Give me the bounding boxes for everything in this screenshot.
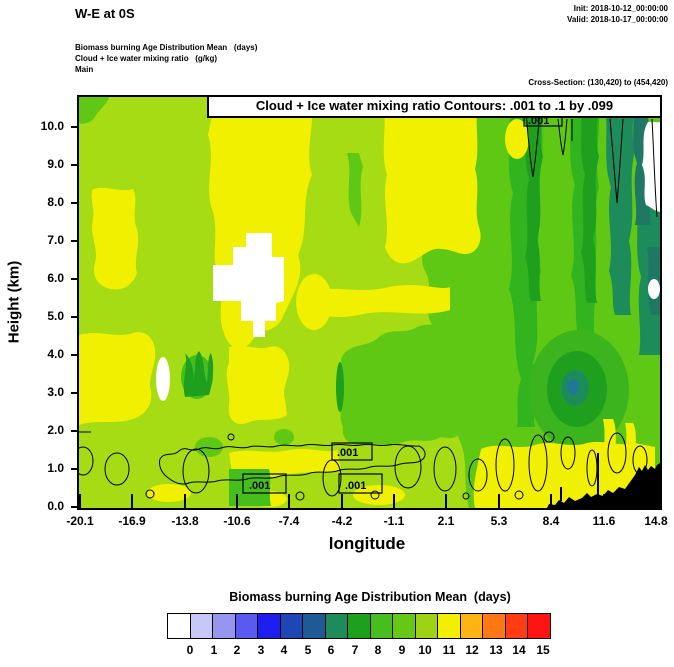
x-tick-label: 11.6 xyxy=(592,514,616,528)
y-tick-label: 2.0 xyxy=(47,423,64,437)
y-tick-label: 3.0 xyxy=(47,385,64,399)
y-tick-label: 8.0 xyxy=(47,195,64,209)
y-tick-label: 6.0 xyxy=(47,271,64,285)
colorbar-cell xyxy=(302,613,326,639)
y-tick-label: 4.0 xyxy=(47,347,64,361)
colorbar-cell xyxy=(234,613,258,639)
colorbar-tick-label: 2 xyxy=(233,643,241,657)
y-tick-mark xyxy=(71,354,79,356)
y-tick-label: 0.0 xyxy=(47,499,64,513)
colorbar-tick-label: 12 xyxy=(465,643,479,657)
contour-title-box: Cloud + Ice water mixing ratio Contours:… xyxy=(207,95,662,118)
colorbar-cell xyxy=(437,613,461,639)
valid-time: Valid: 2018-10-17_00:00:00 xyxy=(567,15,668,24)
colorbar-cell xyxy=(347,613,371,639)
x-axis-label: longitude xyxy=(328,534,406,553)
page-title: W-E at 0S xyxy=(75,6,135,21)
y-tick-label: 1.0 xyxy=(47,461,64,475)
y-tick-mark xyxy=(71,506,79,508)
x-tick-label: -16.9 xyxy=(118,514,146,528)
colorbar-cell xyxy=(212,613,236,639)
colorbar-tick-label: 3 xyxy=(257,643,265,657)
y-tick-label: 5.0 xyxy=(47,309,64,323)
colorbar-tick-label: 11 xyxy=(442,643,456,657)
field-line-3: Main xyxy=(75,65,94,74)
colorbar-cell xyxy=(167,613,191,639)
y-tick-mark xyxy=(71,392,79,394)
x-tick-label: -1.1 xyxy=(383,514,405,528)
y-tick-label: 7.0 xyxy=(47,233,64,247)
y-tick-mark xyxy=(71,468,79,470)
contour-label-boxes: .001 .001 .001 .001 xyxy=(242,109,563,494)
init-time: Init: 2018-10-12_00:00:00 xyxy=(573,4,668,13)
filled-contour-field xyxy=(79,97,660,508)
y-tick-mark xyxy=(71,202,79,204)
field-line-1: Biomass burning Age Distribution Mean (d… xyxy=(75,43,258,52)
x-tick-label: -4.2 xyxy=(331,514,353,528)
colorbar-tick-label: 13 xyxy=(489,643,503,657)
contour-lines xyxy=(79,110,658,501)
x-tick-label: -10.6 xyxy=(223,514,251,528)
contour-label-a: .001 xyxy=(528,115,549,127)
colorbar-title: Biomass burning Age Distribution Mean (d… xyxy=(229,590,511,604)
y-tick-mark xyxy=(71,316,79,318)
y-tick-label: 10.0 xyxy=(40,119,64,133)
colorbar-tick-label: 15 xyxy=(536,643,550,657)
x-tick-label: -7.4 xyxy=(278,514,300,528)
contour-label-d: .001 xyxy=(345,480,366,492)
cross-section-plot: .001 .001 .001 .001 xyxy=(79,97,660,508)
colorbar-tick-label: 4 xyxy=(280,643,288,657)
colorbar-cell xyxy=(459,613,483,639)
contour-label-c: .001 xyxy=(249,480,270,492)
contour-label-b: .001 xyxy=(337,447,358,459)
colorbar-cell xyxy=(504,613,528,639)
y-tick-mark xyxy=(71,240,79,242)
colorbar-cell xyxy=(392,613,416,639)
y-tick-mark xyxy=(71,126,79,128)
colorbar-cell xyxy=(279,613,303,639)
colorbar-tick-label: 0 xyxy=(186,643,194,657)
y-tick-label: 9.0 xyxy=(47,157,64,171)
cross-section-info: Cross-Section: (130,420) to (454,420) xyxy=(528,78,668,87)
x-tick-label: -20.1 xyxy=(66,514,94,528)
y-tick-mark xyxy=(71,430,79,432)
colorbar-tick-label: 6 xyxy=(327,643,335,657)
y-axis-label: Height (km) xyxy=(5,260,23,344)
colorbar-cell xyxy=(324,613,348,639)
colorbar-tick-label: 10 xyxy=(418,643,432,657)
y-tick-mark xyxy=(71,278,79,280)
field-description: Biomass burning Age Distribution Mean (d… xyxy=(75,42,257,75)
terrain-silhouette xyxy=(547,453,660,508)
x-tick-label: 14.8 xyxy=(644,514,668,528)
colorbar-tick-label: 9 xyxy=(398,643,406,657)
field-line-2: Cloud + Ice water mixing ratio (g/kg) xyxy=(75,54,218,63)
colorbar-tick-label: 1 xyxy=(210,643,218,657)
colorbar-cell xyxy=(527,613,551,639)
x-tick-label: 2.1 xyxy=(437,514,455,528)
colorbar-tick-label: 7 xyxy=(351,643,359,657)
x-tick-label: 5.3 xyxy=(490,514,508,528)
x-axis-inner-ticks xyxy=(79,494,657,508)
colorbar xyxy=(167,613,551,639)
colorbar-tick-label: 5 xyxy=(304,643,312,657)
colorbar-tick-label: 8 xyxy=(374,643,382,657)
colorbar-cell xyxy=(257,613,281,639)
x-tick-label: 8.4 xyxy=(542,514,560,528)
colorbar-cell xyxy=(482,613,506,639)
colorbar-tick-label: 14 xyxy=(512,643,526,657)
x-tick-label: -13.8 xyxy=(171,514,199,528)
colorbar-cell xyxy=(369,613,393,639)
y-tick-mark xyxy=(71,164,79,166)
init-valid-block: Init: 2018-10-12_00:00:00 Valid: 2018-10-… xyxy=(567,3,668,25)
colorbar-cell xyxy=(414,613,438,639)
colorbar-cell xyxy=(189,613,213,639)
